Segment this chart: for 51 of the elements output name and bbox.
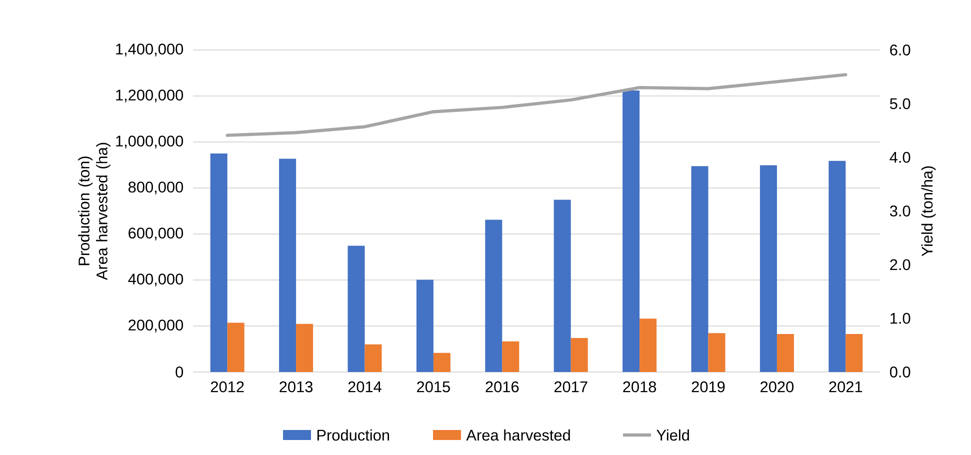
y-tick-label: 400,000 xyxy=(128,274,184,286)
y2-tick-label: 1.0 xyxy=(890,312,910,324)
x-tick-label: 2012 xyxy=(210,381,244,392)
x-tick-label: 2017 xyxy=(554,381,588,392)
x-tick-label: 2015 xyxy=(417,381,450,392)
bar xyxy=(828,160,846,372)
y2-tick-label: 3.0 xyxy=(890,206,910,216)
x-tick-label: 2016 xyxy=(486,381,519,392)
y-tick-label: 800,000 xyxy=(128,182,184,194)
y2-tick-label: 2.0 xyxy=(890,259,910,270)
bar xyxy=(760,165,777,372)
bar xyxy=(279,158,296,372)
bar xyxy=(502,341,520,372)
bar xyxy=(622,90,640,372)
bar xyxy=(416,280,434,372)
y-axis-title: Production (ton) Area harvested (ha) xyxy=(78,142,110,280)
bar xyxy=(691,166,708,372)
legend-label: Production xyxy=(317,429,390,441)
y2-tick-label: 6.0 xyxy=(890,44,910,56)
x-tick-label: 2020 xyxy=(760,381,794,392)
bar xyxy=(364,344,382,372)
y2-tick-label: 4.0 xyxy=(890,152,910,163)
bar xyxy=(210,153,228,372)
bar xyxy=(640,318,657,372)
bar xyxy=(708,333,726,372)
y2-tick-label: 0.0 xyxy=(890,366,910,378)
x-tick-label: 2021 xyxy=(829,381,862,392)
y-tick-label: 200,000 xyxy=(128,320,184,332)
y-tick-label: 0 xyxy=(176,366,184,378)
x-tick-label: 2019 xyxy=(692,381,725,392)
bar xyxy=(554,200,571,372)
bar xyxy=(433,352,450,372)
bar xyxy=(846,334,863,372)
bar xyxy=(570,338,588,372)
y-tick-label: 1,000,000 xyxy=(116,136,184,148)
bar xyxy=(776,334,794,372)
bar xyxy=(227,322,244,372)
y2-tick-label: 5.0 xyxy=(890,98,910,110)
y-tick-label: 1,400,000 xyxy=(116,44,184,56)
x-tick-label: 2013 xyxy=(280,381,313,392)
legend-label: Area harvested xyxy=(466,429,570,441)
bar xyxy=(348,246,365,372)
line-series xyxy=(226,73,848,137)
bar xyxy=(296,324,314,372)
bar xyxy=(485,220,502,372)
legend-label: Yield xyxy=(656,429,689,441)
x-tick-label: 2018 xyxy=(623,381,656,392)
x-tick-label: 2014 xyxy=(348,381,382,392)
y-tick-label: 1,200,000 xyxy=(116,90,184,102)
y2-axis-title: Yield (ton/ha) xyxy=(921,166,936,256)
y-tick-label: 600,000 xyxy=(128,228,184,240)
